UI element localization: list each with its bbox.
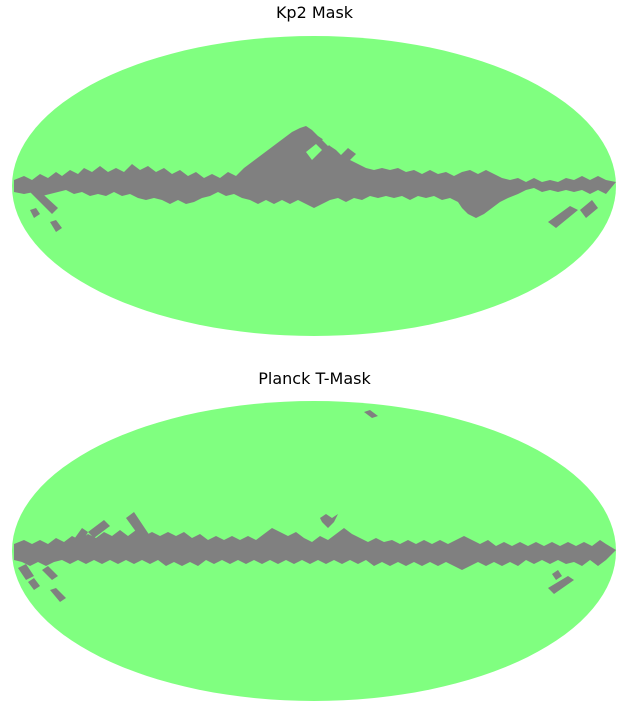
kp2-right-spur xyxy=(340,148,356,162)
planck-top-spot xyxy=(364,410,378,418)
planck-central-blob xyxy=(320,514,338,528)
planck-left-streak-3 xyxy=(126,512,150,540)
planck-left-strip-4 xyxy=(50,588,66,602)
planck-left-streak-1 xyxy=(72,528,88,546)
kp2-left-strip-3 xyxy=(50,220,62,232)
planck-right-strip-1 xyxy=(548,576,574,594)
kp2-mask-title: Kp2 Mask xyxy=(275,3,354,22)
planck-left-streak-2 xyxy=(88,520,110,538)
planck-t-mask-map xyxy=(12,401,616,701)
kp2-galactic-band xyxy=(14,126,616,218)
planck-right-strip-2 xyxy=(552,570,562,580)
kp2-right-strip-1 xyxy=(548,206,578,228)
kp2-left-strip-2 xyxy=(30,208,40,218)
planck-left-strip-1 xyxy=(18,564,34,580)
kp2-bulge-hole-1 xyxy=(306,144,322,160)
planck-left-strip-2 xyxy=(28,578,40,590)
planck-left-strip-3 xyxy=(42,566,58,580)
kp2-left-strip-1 xyxy=(26,186,58,214)
kp2-right-strip-2 xyxy=(580,200,598,218)
kp2-bulge-hole-2 xyxy=(322,134,336,146)
planck-t-mask-title: Planck T-Mask xyxy=(258,369,371,388)
kp2-mask-map xyxy=(12,36,616,336)
planck-galactic-band xyxy=(14,528,616,570)
